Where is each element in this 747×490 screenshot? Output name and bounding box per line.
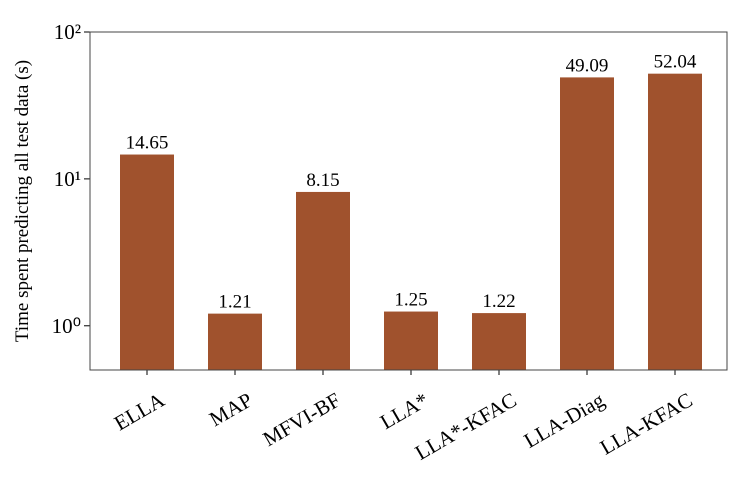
- y-tick-label: 10⁰: [52, 314, 81, 338]
- value-label: 1.22: [482, 291, 515, 312]
- plot-frame: [89, 31, 728, 371]
- bar: [472, 313, 526, 370]
- x-tick-label: LLA-KFAC: [596, 388, 697, 460]
- x-tick-label: MFVI-BF: [259, 388, 345, 451]
- bar: [120, 154, 174, 370]
- bar: [296, 191, 350, 370]
- x-tick-label: MAP: [205, 388, 256, 432]
- x-tick-label: LLA*-KFAC: [411, 388, 521, 465]
- value-label: 52.04: [654, 52, 697, 73]
- value-label: 49.09: [566, 55, 609, 76]
- bar: [648, 73, 702, 371]
- value-label: 8.15: [306, 170, 339, 191]
- value-label: 14.65: [126, 133, 169, 154]
- x-tick-label: LLA-Diag: [520, 387, 609, 452]
- y-axis-label: Time spent predicting all test data (s): [12, 60, 33, 342]
- bar: [384, 311, 438, 370]
- bar: [208, 313, 262, 370]
- value-label: 1.21: [218, 292, 251, 313]
- x-tick-label: ELLA: [110, 387, 169, 435]
- y-tick-label: 10¹: [54, 167, 81, 191]
- y-tick-label: 10²: [54, 20, 81, 44]
- value-label: 1.25: [394, 290, 427, 311]
- x-tick-label: LLA*: [376, 388, 432, 434]
- bar: [560, 77, 614, 370]
